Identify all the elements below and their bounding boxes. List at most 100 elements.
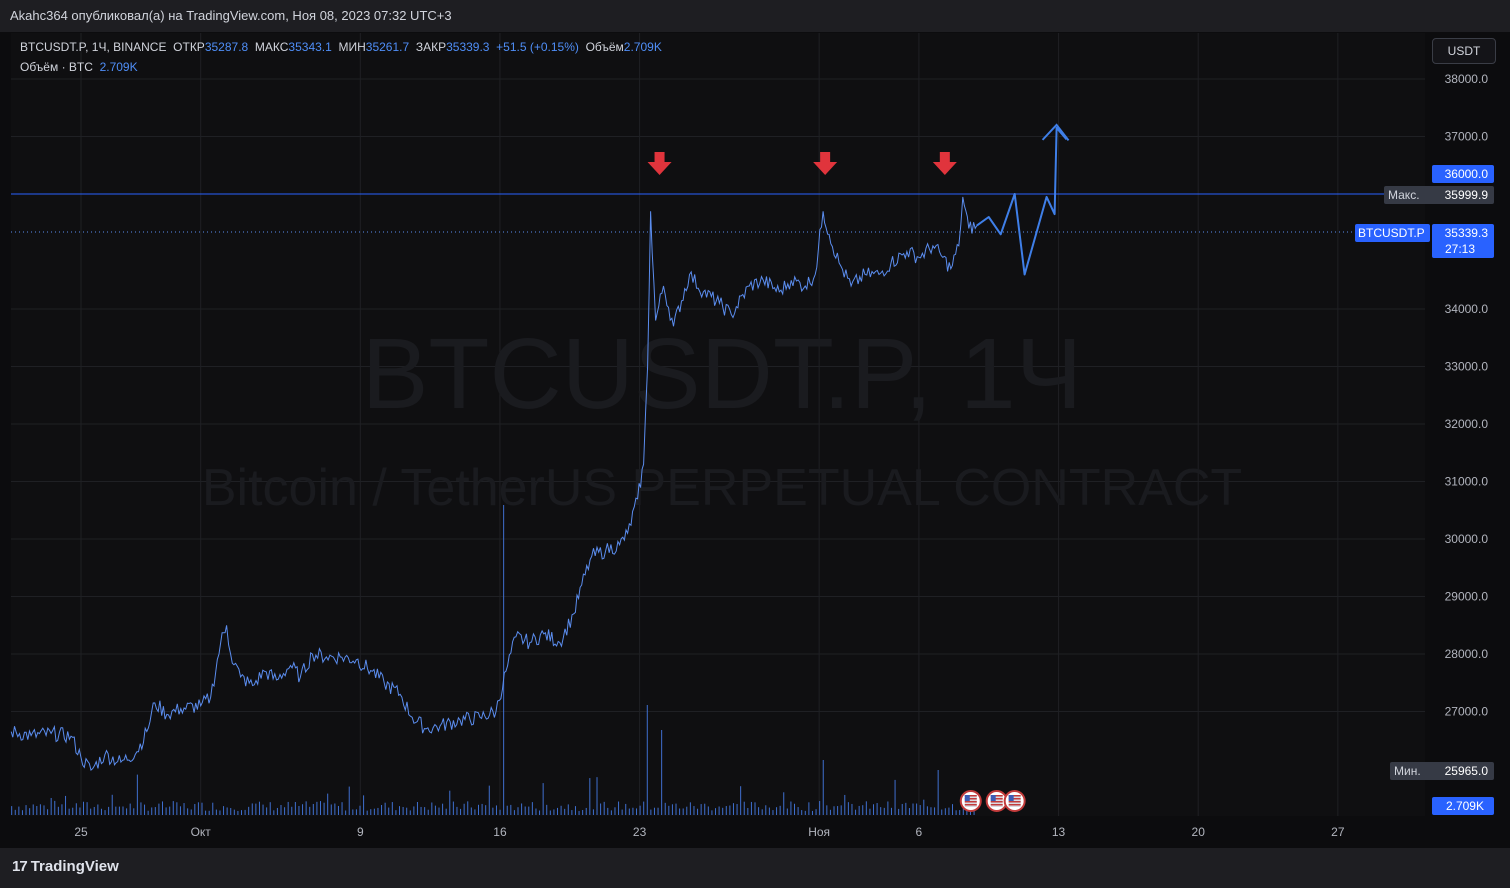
volume-bar [815, 809, 817, 815]
time-axis[interactable]: 25 Окт 9 16 23 Ноя 6 13 20 27 [74, 825, 1345, 839]
volume-bar [474, 809, 476, 815]
volume-bar [592, 809, 594, 815]
flag-canton [1008, 795, 1014, 801]
x-tick-label: Окт [191, 825, 212, 839]
volume-bar [567, 804, 569, 815]
volume-bar [524, 806, 526, 815]
chart-svg[interactable]: BTCUSDT.P, 1Ч Bitcoin / TetherUS PERPETU… [0, 0, 1510, 848]
volume-bar [244, 809, 246, 815]
volume-bar [657, 807, 659, 815]
ohlc-legend: BTCUSDT.P, 1Ч, BINANCE ОТКР35287.8 МАКС3… [20, 40, 662, 54]
volume-bar [402, 806, 404, 815]
volume-bar [621, 809, 623, 815]
volume-bar [237, 810, 239, 815]
volume-bar [212, 802, 214, 815]
currency-button[interactable]: USDT [1432, 38, 1496, 64]
volume-bar [819, 801, 821, 815]
volume-bar [499, 809, 501, 815]
x-tick-label: 9 [357, 825, 364, 839]
price-series [10, 196, 978, 772]
volume-bar [603, 801, 605, 815]
volume-bar [553, 809, 555, 815]
volume-bar [93, 806, 95, 815]
volume-bar [596, 777, 598, 815]
volume-bar [481, 803, 483, 815]
volume-bar [467, 801, 469, 815]
volume-bar [298, 806, 300, 815]
volume-bar [201, 802, 203, 815]
event-icons[interactable] [959, 790, 1026, 812]
tag-min-bg [1390, 762, 1494, 780]
volume-bar [154, 807, 156, 815]
volume-bar [772, 810, 774, 815]
volume-bar [944, 808, 946, 815]
volume-bar [916, 803, 918, 815]
volume-bar [955, 810, 957, 815]
y-tick-label: 29000.0 [1445, 590, 1489, 604]
y-tick-label: 37000.0 [1445, 130, 1489, 144]
volume-bar [531, 802, 533, 815]
volume-bar [359, 805, 361, 815]
volume-bar [108, 806, 110, 815]
volume-bar [801, 810, 803, 815]
volume-bar [355, 809, 357, 815]
volume-bar [535, 808, 537, 815]
flag-stripe [964, 801, 977, 803]
volume-bar [230, 808, 232, 815]
us-flag-event-icon[interactable] [959, 790, 982, 812]
volume-bar [43, 805, 45, 815]
volume-bar [82, 801, 84, 815]
volume-bar [880, 807, 882, 815]
volume-bar [172, 801, 174, 815]
volume-bar [223, 806, 225, 815]
legend-high-label: МАКС [254, 40, 289, 54]
volume-bar [811, 810, 813, 815]
volume-bar [851, 803, 853, 815]
volume-bar [111, 794, 113, 815]
volume-bar [653, 807, 655, 815]
tag-min-value: 25965.0 [1445, 764, 1489, 778]
tag-max-label: Макс. [1388, 188, 1420, 202]
volume-bar [521, 803, 523, 815]
tag-symbol: BTCUSDT.P [1358, 226, 1425, 240]
footer-bar [0, 848, 1510, 888]
projection-path [976, 126, 1068, 276]
volume-bar [65, 795, 67, 815]
arrow-down-icon [932, 152, 957, 175]
volume-bar [226, 807, 228, 815]
volume-bar [646, 705, 648, 815]
volume-bar [409, 810, 411, 815]
tag-volume-bg [1432, 797, 1494, 815]
tag-min-label: Мин. [1394, 764, 1421, 778]
volume-bar [557, 807, 559, 815]
volume-bar [79, 807, 81, 815]
volume-bar [115, 806, 117, 815]
level-lines [11, 193, 1430, 233]
volume-bar [912, 803, 914, 815]
tradingview-logo[interactable]: 17 TradingView [12, 858, 119, 875]
volume-bar [427, 809, 429, 815]
volume-bar [320, 801, 322, 815]
volume-bar [908, 808, 910, 815]
volume-bar [923, 799, 925, 815]
volume-bar [790, 801, 792, 815]
volume-bar [966, 810, 968, 815]
projection [976, 123, 1070, 276]
volume-bar [855, 809, 857, 815]
tag-last-price: 35339.3 [1445, 226, 1489, 240]
volume-legend-label: Объём · BTC [20, 60, 93, 74]
volume-bar [273, 810, 275, 815]
legend-close-label: ЗАКР [415, 40, 447, 54]
volume-bar [725, 806, 727, 815]
volume-bar [176, 802, 178, 815]
volume-bar [337, 805, 339, 815]
volume-bar [75, 803, 77, 815]
volume-bar [761, 809, 763, 815]
us-flag-event-icon[interactable] [1003, 790, 1026, 812]
price-axis[interactable]: 38000.0 37000.0 36000.0 34000.0 33000.0 32000… [1445, 72, 1489, 719]
volume-bar [284, 807, 286, 815]
volume-bar [100, 808, 102, 815]
volume-bar [438, 807, 440, 815]
legend-open-value: 35287.8 [204, 40, 249, 54]
volume-bar [707, 806, 709, 815]
